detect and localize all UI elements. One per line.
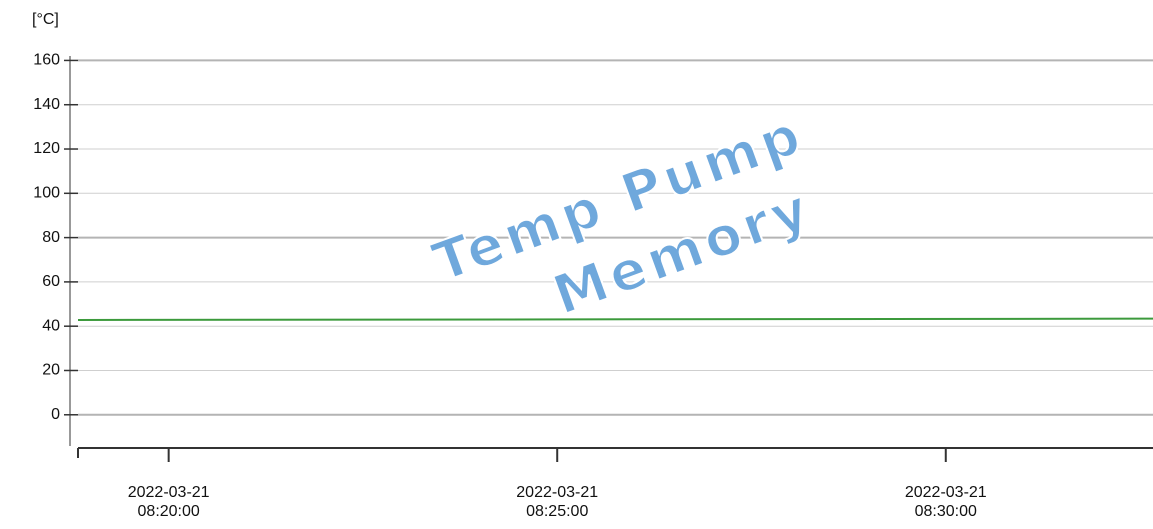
series-line <box>77 317 1153 321</box>
y-tick-label: 120 <box>33 140 60 157</box>
y-tick-label: 20 <box>42 362 60 379</box>
y-tick-label: 80 <box>42 229 60 246</box>
x-tick-label: 2022-03-21 08:30:00 <box>904 484 987 520</box>
y-tick-label: 40 <box>42 317 60 334</box>
x-tick-label: 2022-03-21 08:20:00 <box>127 484 210 520</box>
y-tick-label: 60 <box>42 273 60 290</box>
x-tick-label: 2022-03-21 08:25:00 <box>516 484 599 520</box>
y-tick-label: 160 <box>33 52 60 69</box>
y-tick-label: 100 <box>33 185 60 202</box>
y-tick-label: 0 <box>51 406 60 423</box>
y-tick-label: 140 <box>33 96 60 113</box>
y-axis-label: [°C] <box>32 11 59 28</box>
